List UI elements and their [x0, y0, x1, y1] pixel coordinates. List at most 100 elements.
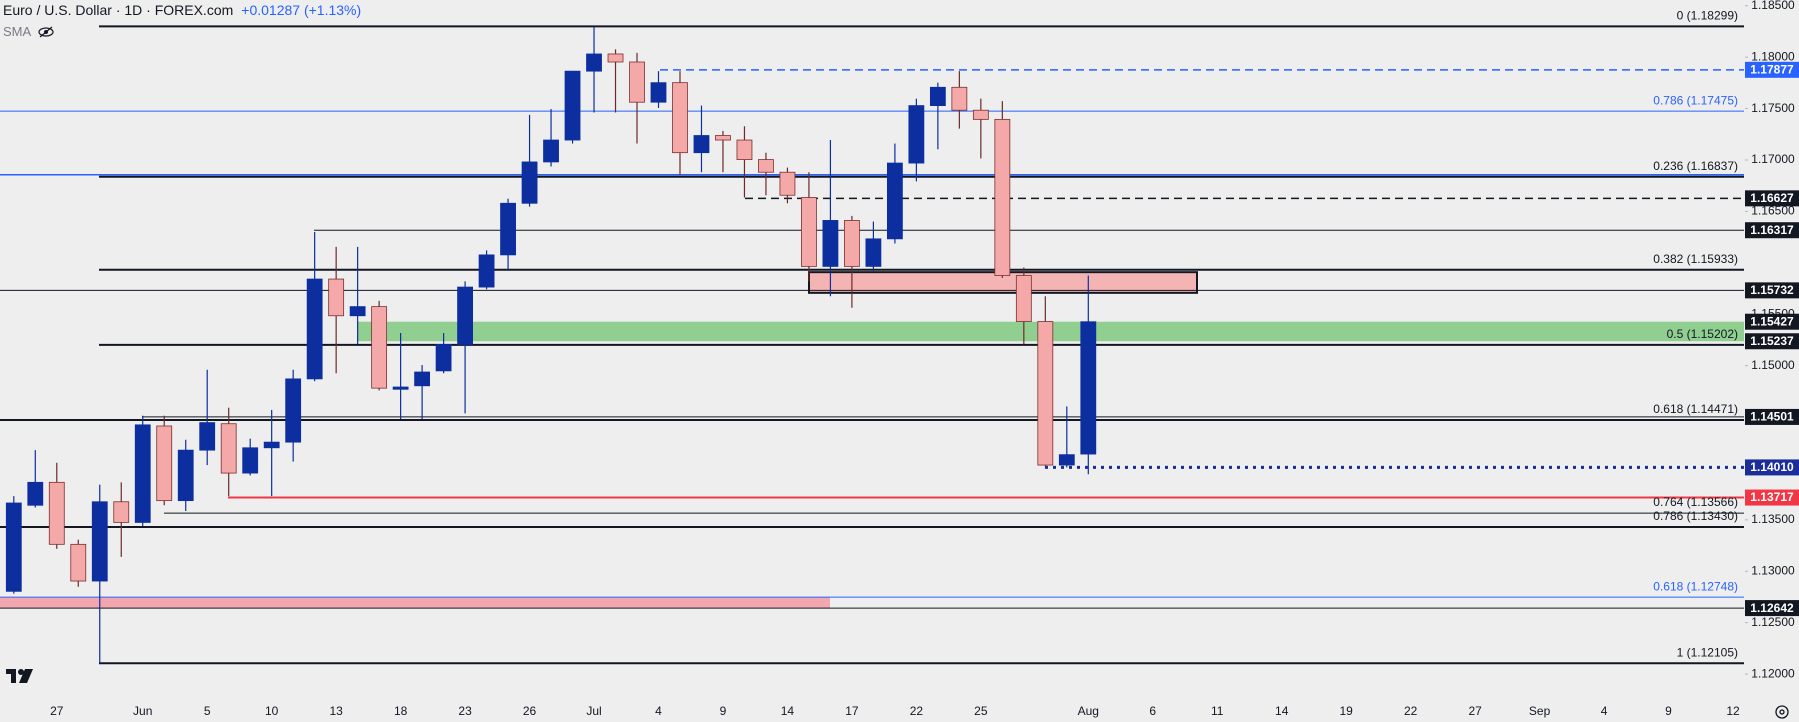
axes: 27 Jun 5 10 13 18 23 26 Jul 4 9 14 17 22 25 Aug 6 11 14 19 2…: [50, 0, 1799, 718]
price-box: [1745, 190, 1799, 207]
price-box-label: 1.16317: [1750, 223, 1794, 237]
level-label: 0.618 (1.12748): [1653, 579, 1738, 593]
x-tick-label: 23: [458, 704, 472, 718]
candle-body: [263, 441, 280, 449]
symbol-title: Euro / U.S. Dollar · 1D · FOREX.com: [3, 2, 234, 18]
candle-body: [543, 139, 559, 163]
price-box: [1745, 61, 1799, 78]
candle-body: [48, 481, 65, 545]
candle-body: [650, 82, 667, 103]
x-tick-label: 27: [50, 704, 64, 718]
x-tick-label: 18: [394, 704, 408, 718]
level-labels: 0 (1.18299) 0.786 (1.17475) 0.236 (1.16837…: [1653, 9, 1738, 660]
candle-body: [779, 171, 796, 196]
logo-part: [18, 669, 24, 675]
candles: [5, 26, 1097, 664]
y-tick-label: 1.17500: [1751, 101, 1795, 115]
level-label: 1 (1.12105): [1677, 645, 1738, 659]
eye-icon[interactable]: [37, 26, 55, 38]
price-box-label: 1.15237: [1750, 334, 1794, 348]
gear[interactable]: [1775, 705, 1789, 719]
candle-body: [564, 70, 581, 141]
level-label: 0.382 (1.15933): [1653, 252, 1738, 266]
price-box-label: 1.15732: [1750, 283, 1794, 297]
level-label: 0.786 (1.17475): [1653, 93, 1738, 107]
candle-body: [371, 306, 388, 389]
price-box: [1745, 282, 1799, 299]
x-tick-label: 9: [720, 704, 727, 718]
indicator-name[interactable]: SMA: [3, 24, 32, 39]
x-tick-label: 27: [1468, 704, 1482, 718]
candle-body: [156, 425, 173, 502]
header: Euro / U.S. Dollar · 1D · FOREX.com +0.0…: [3, 2, 361, 18]
candle-body: [91, 501, 108, 582]
x-tick-label: 14: [1275, 704, 1289, 718]
candle-body: [1037, 321, 1054, 466]
y-tick-label: 1.18000: [1751, 49, 1795, 63]
x-tick-label: 6: [1149, 704, 1156, 718]
price-box: [1745, 459, 1799, 476]
tv-logo: [6, 669, 33, 683]
candle-body: [994, 118, 1011, 276]
eye[interactable]: [38, 26, 54, 37]
candle-body: [1015, 275, 1032, 322]
candle-body: [220, 423, 237, 474]
candle-body: [801, 197, 817, 267]
price-box-label: 1.17877: [1750, 62, 1794, 76]
y-tick-label: 1.17000: [1751, 152, 1795, 166]
x-tick-label: 26: [523, 704, 537, 718]
x-tick-label: 25: [974, 704, 988, 718]
x-tick-label: 12: [1726, 704, 1740, 718]
price-box: [1745, 408, 1799, 425]
level-label: 0.236 (1.16837): [1653, 159, 1738, 173]
y-tick-label: 1.15000: [1751, 358, 1795, 372]
candle-body: [715, 135, 731, 141]
x-tick-label: 22: [1404, 704, 1418, 718]
candle-body: [865, 238, 882, 267]
eye-slash[interactable]: [39, 26, 53, 37]
candle-body: [886, 162, 903, 240]
price-box-label: 1.14010: [1750, 460, 1794, 474]
x-tick-label: 14: [781, 704, 795, 718]
price-box: [1745, 333, 1799, 350]
settings-icon[interactable]: [1775, 705, 1789, 719]
level-label: 0.618 (1.14471): [1653, 402, 1738, 416]
candle-body: [70, 543, 87, 582]
price-box-label: 1.16627: [1750, 191, 1794, 205]
price-box: [1745, 489, 1799, 506]
y-tick-label: 1.18500: [1751, 0, 1795, 12]
candle-body: [113, 501, 130, 523]
x-tick-label: 9: [1665, 704, 1672, 718]
x-tick-label: 22: [910, 704, 924, 718]
candle-body: [478, 254, 495, 288]
candle-body: [1058, 454, 1075, 466]
candle-body: [586, 53, 602, 72]
x-tick-label: 4: [655, 704, 662, 718]
candle-body: [607, 53, 624, 63]
indicator-row[interactable]: SMA: [3, 24, 55, 39]
x-tick-label: 5: [204, 704, 211, 718]
candle-body: [629, 61, 645, 103]
candle-body: [134, 424, 151, 523]
candle-body: [306, 278, 323, 380]
level-label: 0.5 (1.15202): [1667, 327, 1738, 341]
candle-body: [908, 105, 925, 164]
candle-body: [27, 481, 44, 506]
candle-body: [285, 378, 302, 443]
candle-body: [199, 422, 216, 451]
x-tick-label: 17: [845, 704, 859, 718]
x-tick-label: Jul: [586, 704, 601, 718]
price-box-label: 1.14501: [1750, 410, 1794, 424]
price-change: +0.01287 (+1.13%): [241, 2, 362, 18]
x-tick-label: 13: [329, 704, 343, 718]
candle-body: [414, 371, 431, 387]
price-box-label: 1.15427: [1750, 314, 1794, 328]
price-box-label: 1.13717: [1750, 490, 1794, 504]
logo-part: [6, 669, 16, 683]
candle-body: [5, 502, 22, 592]
gear-hub[interactable]: [1779, 709, 1785, 715]
candle-body: [521, 161, 538, 204]
candle-body: [951, 86, 968, 111]
